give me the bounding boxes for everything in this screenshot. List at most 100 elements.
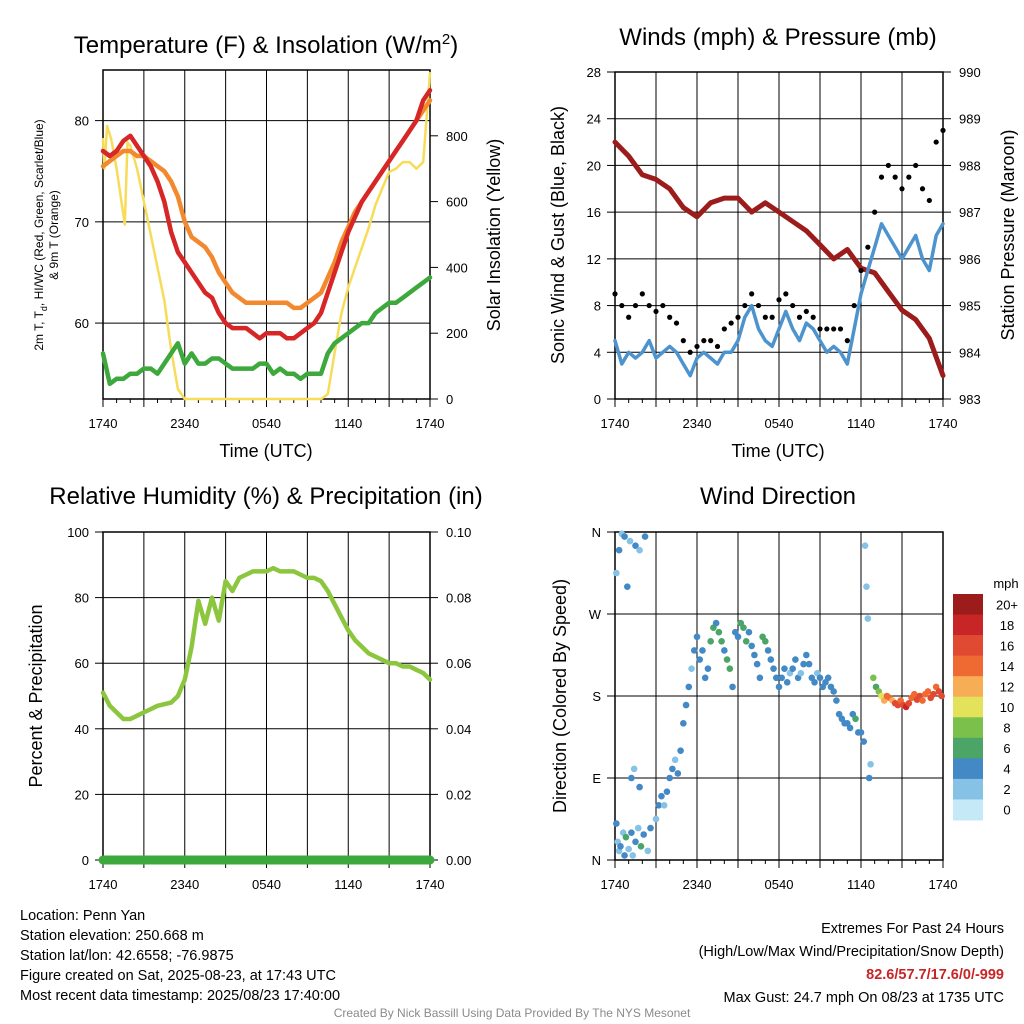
winds-y-tick: 4 [594, 345, 601, 360]
humidity-y-tick: 0 [82, 853, 89, 868]
temperature-x-label: Time (UTC) [219, 441, 312, 461]
station-elevation: Station elevation: 250.668 m [20, 928, 204, 944]
gust-point [721, 326, 727, 332]
gust-point [810, 314, 816, 320]
winds-x-tick: 2340 [683, 416, 712, 431]
gust-point [660, 302, 666, 309]
gust-point [708, 338, 714, 344]
wind-direction-point [660, 802, 668, 809]
gust-point [906, 174, 912, 180]
wind-direction-point [712, 619, 720, 627]
gust-point [933, 139, 939, 145]
extremes-title: Extremes For Past 24 Hours [821, 921, 1004, 937]
figure-created: Figure created on Sat, 2025-08-23, at 17… [20, 968, 336, 984]
wind-direction-point [688, 665, 695, 672]
max-gust: Max Gust: 24.7 mph On 08/23 at 1735 UTC [723, 990, 1004, 1006]
wind-direction-point [690, 647, 698, 654]
speed-legend-swatch [953, 778, 983, 800]
humidity-y-right-tick: 0.00 [446, 853, 471, 868]
gust-point [824, 326, 830, 332]
gust-point [714, 343, 721, 350]
gust-point [680, 338, 686, 344]
station-info: Location: Penn Yan Station elevation: 25… [20, 906, 340, 1006]
wind-direction-point [718, 638, 725, 645]
winds-y-tick: 24 [587, 112, 601, 127]
temperature-y-tick: 60 [75, 316, 89, 331]
winds-y-tick: 8 [594, 299, 601, 314]
gust-point [673, 320, 680, 326]
humidity-y-tick: 80 [75, 591, 89, 606]
winds-y-tick: 12 [587, 252, 601, 267]
speed-legend-swatch [953, 635, 983, 657]
wind-direction-point [644, 847, 652, 855]
gust-point [728, 320, 734, 326]
wind-direction-y-label: Direction (Colored By Speed) [550, 579, 570, 813]
humidity-y-right-tick: 0.06 [446, 656, 471, 671]
wind-direction-point [905, 699, 913, 707]
humidity-y-right-tick: 0.04 [446, 722, 471, 737]
gust-point [919, 186, 926, 192]
temperature-panel-title: Temperature (F) & Insolation (W/m2) [74, 31, 458, 59]
wind-direction-point [613, 820, 620, 827]
wind-direction-point [677, 747, 684, 754]
temperature-y-label-line2: & 9m T (Orange) [47, 190, 61, 280]
wind-direction-point [685, 683, 693, 691]
wind-direction-point [811, 679, 818, 686]
winds-y-right-tick: 983 [959, 392, 981, 407]
wind-direction-y-tick: W [589, 607, 602, 622]
temperature-y-right-tick: 200 [446, 326, 468, 341]
wind-direction-point [857, 729, 865, 736]
winds-y-right-tick: 987 [959, 205, 981, 220]
humidity-x-tick: 1740 [416, 877, 445, 892]
gust-point [755, 302, 762, 309]
gust-point [687, 349, 693, 355]
wind-direction-point [680, 720, 687, 727]
speed-legend-label: 2 [1003, 782, 1010, 797]
extremes-box: Extremes For Past 24 Hours (High/Low/Max… [699, 918, 1004, 1010]
winds-y-tick: 20 [587, 158, 601, 173]
winds-y-tick: 16 [587, 205, 601, 220]
wind-direction-point [669, 765, 676, 773]
speed-legend-swatch [953, 758, 983, 780]
winds-panel-title: Winds (mph) & Pressure (mb) [619, 24, 936, 51]
extremes-subtitle: (High/Low/Max Wind/Precipitation/Snow De… [698, 944, 1004, 960]
wind-direction-point [924, 688, 932, 695]
wind-direction-x-tick: 2340 [683, 877, 712, 892]
solar-insolation-line [101, 72, 432, 401]
temperature-x-tick: 1740 [89, 416, 118, 431]
winds-x-tick: 1140 [847, 416, 875, 431]
humidity-x-tick: 2340 [170, 877, 199, 892]
humidity-y-tick: 40 [75, 722, 89, 737]
wind-direction-point [783, 679, 791, 686]
wind-direction-point [748, 642, 755, 650]
gust-point [872, 209, 878, 215]
gust-point [878, 174, 885, 180]
wind-direction-point [753, 660, 761, 668]
speed-legend-title: mph [993, 576, 1018, 591]
temperature-y-tick: 70 [75, 215, 89, 230]
temp-2m-line [100, 87, 433, 341]
wind-direction-point [792, 656, 799, 663]
wind-direction-point [696, 656, 704, 663]
gust-point [612, 291, 618, 297]
winds-y-tick: 28 [587, 65, 601, 80]
winds-y-right-tick: 986 [959, 252, 981, 267]
wind-direction-point [701, 674, 709, 682]
wind-direction-point [867, 761, 874, 768]
dewpoint-line [100, 275, 433, 387]
wind-direction-point [630, 765, 638, 773]
temperature-x-tick: 2340 [170, 416, 199, 431]
humidity-y-label: Percent & Precipitation [26, 604, 46, 787]
wind-direction-point [721, 647, 728, 654]
humidity-y-tick: 60 [75, 656, 89, 671]
gust-point [865, 244, 871, 250]
wind-direction-point [864, 615, 872, 622]
wind-direction-point [624, 583, 631, 590]
winds-plot-frame [614, 71, 944, 400]
wind-direction-point [919, 697, 926, 704]
temperature-x-tick: 0540 [252, 416, 281, 431]
speed-legend-swatch [953, 696, 983, 718]
winds-x-tick: 1740 [929, 416, 958, 431]
speed-legend-label: 4 [1003, 762, 1010, 777]
speed-legend-swatch [953, 655, 983, 677]
